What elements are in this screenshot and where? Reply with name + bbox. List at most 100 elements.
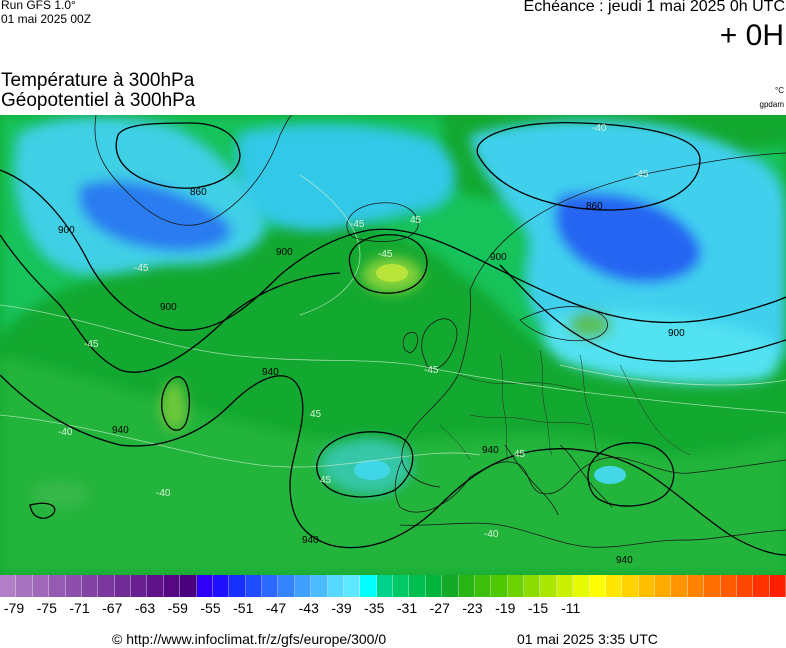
baltic-coast — [519, 306, 608, 342]
temperature-label: -45 — [424, 365, 439, 376]
isoline-860-east — [476, 121, 701, 211]
color-scale-step — [376, 575, 393, 597]
europe-west-coast — [401, 289, 471, 488]
balkans-coast — [559, 444, 613, 508]
color-scale-step — [32, 575, 50, 597]
color-scale-step — [229, 575, 246, 597]
isoline-label: 860 — [586, 201, 603, 212]
color-scale-step — [65, 575, 82, 597]
color-scale-step — [81, 575, 99, 597]
color-scale-step — [131, 575, 148, 597]
color-scale-tick: -43 — [298, 600, 319, 616]
isoline-900-ring — [348, 234, 428, 294]
british-isles-coast — [402, 318, 458, 370]
temperature-unit: °C — [775, 86, 784, 95]
color-scale-step — [163, 575, 181, 597]
isoline-label: 860 — [190, 187, 207, 198]
isoline-860-west — [115, 122, 241, 189]
color-scale-bar — [0, 575, 786, 597]
color-scale-tick: -31 — [396, 600, 418, 616]
color-scale-step — [655, 575, 672, 597]
color-scale-tick: -19 — [495, 600, 516, 616]
color-scale-step — [540, 575, 557, 597]
isoline-label: 940 — [112, 425, 129, 436]
color-scale-step — [638, 575, 655, 597]
isoline-labels: 860 860 900 900 900 900 900 940 940 940 … — [58, 187, 685, 566]
color-scale-step — [458, 575, 475, 597]
isoline-900-north — [0, 169, 786, 331]
color-scale-step — [98, 575, 115, 597]
color-scale-step — [556, 575, 574, 597]
temperature-label: -40 — [156, 488, 171, 499]
forecast-offset: + 0H — [719, 19, 784, 52]
cold-spot-aegean — [594, 466, 626, 484]
color-scale-tick: -51 — [233, 600, 254, 616]
color-scale-step — [245, 575, 262, 597]
color-scale-step — [49, 575, 66, 597]
color-scale-step — [425, 575, 443, 597]
warm-core-east-sea — [568, 311, 612, 339]
temperature-field — [0, 115, 786, 575]
color-scale-tick: -63 — [134, 600, 156, 616]
color-scale-step — [753, 575, 770, 597]
color-scale-tick: -67 — [102, 600, 123, 616]
isoline-label: 900 — [668, 328, 685, 339]
color-scale-step — [147, 575, 164, 597]
color-scale-step — [524, 575, 541, 597]
temperature-label: 45 — [410, 215, 422, 226]
temperature-label: 45 — [310, 409, 322, 420]
temperature-title: Température à 300hPa — [1, 70, 195, 91]
color-scale-step — [360, 575, 377, 597]
color-scale-tick: -55 — [200, 600, 221, 616]
color-scale-step — [704, 575, 721, 597]
scandinavia-coast — [469, 152, 786, 291]
isoline-940-main — [0, 374, 786, 556]
isoline-label: 900 — [58, 225, 75, 236]
temperature-label: -45 — [134, 263, 149, 274]
color-scale-step — [0, 575, 17, 597]
color-scale-tick: -11 — [561, 600, 581, 616]
temperature-label: -40 — [58, 427, 73, 438]
isoline-940-ring-med — [316, 431, 414, 498]
color-scale-step — [605, 575, 623, 597]
color-scale-step — [343, 575, 361, 597]
color-scale-tick: -35 — [364, 600, 385, 616]
warm-core-south-atlantic — [30, 481, 90, 509]
color-scale-step — [622, 575, 639, 597]
color-scale-step — [573, 575, 590, 597]
color-scale-tick: -47 — [265, 600, 287, 616]
isoline-label: 900 — [276, 247, 293, 258]
run-date: 01 mai 2025 00Z — [1, 12, 92, 26]
color-scale-step — [311, 575, 328, 597]
generation-timestamp: 01 mai 2025 3:35 UTC — [517, 631, 658, 647]
color-scale-tick: -23 — [462, 600, 483, 616]
italy-coast — [504, 444, 559, 516]
color-scale-step — [769, 575, 786, 597]
iberia-coast — [394, 459, 471, 513]
geopotential-isolines — [0, 121, 786, 556]
color-scale-step — [409, 575, 426, 597]
color-scale-step — [393, 575, 410, 597]
temperature-isolines — [0, 174, 786, 468]
weather-map: 860 860 900 900 900 900 900 940 940 940 … — [0, 115, 786, 575]
north-africa-coast — [399, 522, 786, 548]
color-scale-step — [114, 575, 131, 597]
temperature-label: 45 — [320, 475, 332, 486]
iceland-coast — [346, 202, 419, 242]
isoline-900-east — [499, 264, 786, 362]
color-scale-step — [474, 575, 492, 597]
isoline-940-ring-aegean — [587, 442, 675, 507]
color-scale-step — [196, 575, 213, 597]
isoline-900-south — [0, 234, 341, 373]
color-scale-step — [671, 575, 688, 597]
run-label: Run GFS 1.0° — [1, 0, 76, 12]
coastlines — [94, 115, 786, 548]
isoline-label: 940 — [482, 445, 499, 456]
color-scale-step — [327, 575, 344, 597]
forecast-valid-time: Echéance : jeudi 1 mai 2025 0h UTC — [523, 0, 785, 15]
color-scale-tick: -71 — [69, 600, 90, 616]
color-scale-tick: -59 — [167, 600, 188, 616]
isoline-label: 940 — [302, 535, 319, 546]
warm-eye-north-sea — [376, 264, 408, 282]
color-scale-step — [589, 575, 606, 597]
